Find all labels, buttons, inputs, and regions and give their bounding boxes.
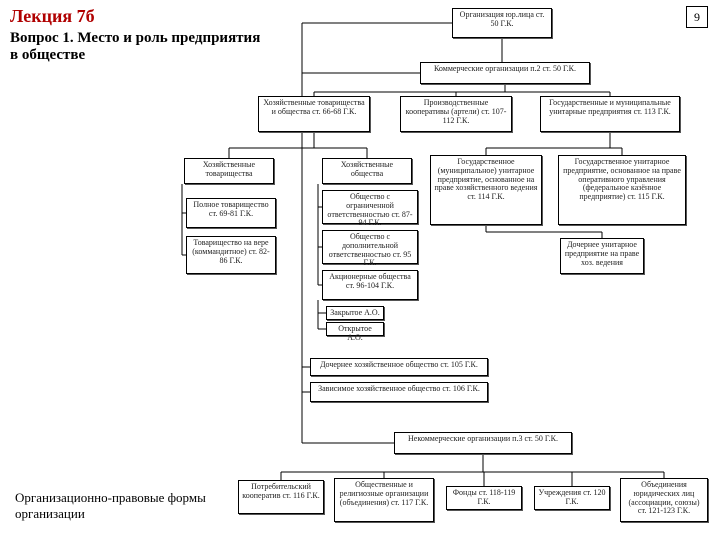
node-zavho: Зависимое хозяйственное общество ст. 106… xyxy=(310,382,488,402)
node-n5: Объединения юридических лиц (ассоциации,… xyxy=(620,478,708,522)
node-n4: Учреждения ст. 120 Г.К. xyxy=(534,486,610,510)
node-oao: Открытое А.О. xyxy=(326,322,384,336)
node-doch: Дочернее унитарное предприятие на праве … xyxy=(560,238,644,274)
footer-caption: Организационно-правовые формы организаци… xyxy=(15,490,225,522)
node-gku: Государственное унитарное предприятие, о… xyxy=(558,155,686,225)
node-odo: Общество с дополнительной ответственност… xyxy=(322,230,418,264)
node-nekom: Некоммерческие организации п.3 ст. 50 Г.… xyxy=(394,432,572,454)
node-n2: Общественные и религиозные организации (… xyxy=(334,478,434,522)
node-hoz_t: Хозяйственные товарищества xyxy=(184,158,274,184)
node-commerce: Коммерческие организации п.2 ст. 50 Г.К. xyxy=(420,62,590,84)
node-n3: Фонды ст. 118-119 Г.К. xyxy=(446,486,522,510)
node-poln: Полное товарищество ст. 69-81 Г.К. xyxy=(186,198,276,228)
node-hoz_o: Хозяйственные общества xyxy=(322,158,412,184)
question-text: Вопрос 1. Место и роль предприятия в общ… xyxy=(10,30,270,64)
node-ao: Акционерные общества ст. 96-104 Г.К. xyxy=(322,270,418,300)
node-lvl1a: Хозяйственные товарищества и общества ст… xyxy=(258,96,370,132)
node-komm: Товарищество на вере (коммандитное) ст. … xyxy=(186,236,276,274)
node-lvl1c: Государственные и муниципальные унитарны… xyxy=(540,96,680,132)
lecture-title: Лекция 7б xyxy=(10,6,95,27)
node-root: Организация юр.лица ст. 50 Г.К. xyxy=(452,8,552,38)
node-zao: Закрытое А.О. xyxy=(326,306,384,320)
node-ooo: Общество с ограниченной ответственностью… xyxy=(322,190,418,224)
slide-number: 9 xyxy=(686,6,708,28)
node-n1: Потребительский кооператив ст. 116 Г.К. xyxy=(238,480,324,514)
node-dochho: Дочернее хозяйственное общество ст. 105 … xyxy=(310,358,488,376)
node-lvl1b: Производственные кооперативы (артели) ст… xyxy=(400,96,512,132)
node-gmu: Государственное (муниципальное) унитарно… xyxy=(430,155,542,225)
